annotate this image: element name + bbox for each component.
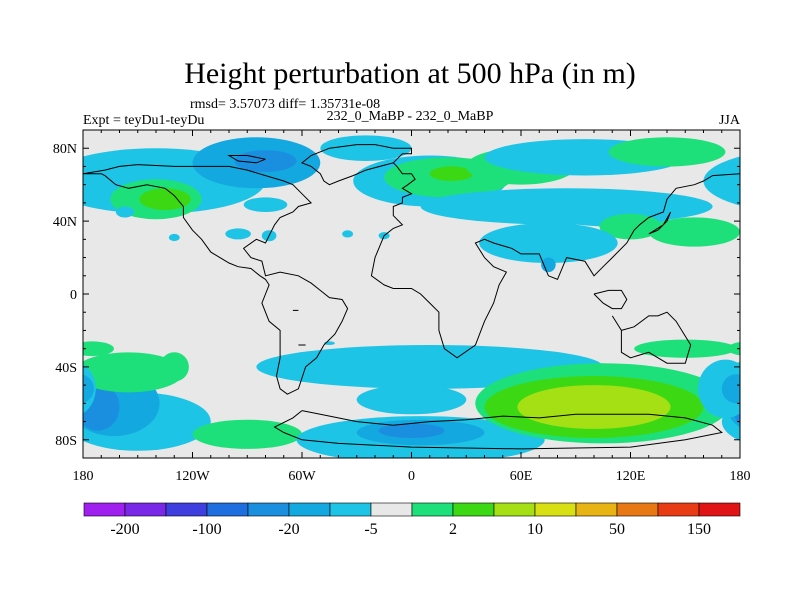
coastline-2 — [83, 164, 349, 395]
contour-region-42 — [721, 374, 740, 404]
contour-region-6 — [168, 233, 180, 242]
contour-region-4 — [139, 188, 191, 211]
contour-region-32 — [159, 352, 189, 382]
stats-label: rmsd= 3.57073 diff= 1.35731e-08 — [190, 97, 380, 112]
coastline-7 — [273, 410, 723, 450]
colorbar-label: -200 — [110, 521, 139, 538]
colorbar-box-3 — [206, 502, 249, 517]
contour-region-19 — [225, 228, 251, 240]
colorbar-box-4 — [247, 502, 290, 517]
colorbar-box-8 — [411, 502, 454, 517]
contour-region-7 — [243, 197, 288, 212]
colorbar-label: 2 — [449, 521, 457, 538]
contour-layer — [83, 135, 740, 458]
x-axis: 180 120W 60W 0 60E 120E 180 — [73, 130, 751, 484]
x-tick-label: 60W — [288, 469, 316, 484]
colorbar-box-10 — [493, 502, 536, 517]
colorbar: -200 -100 -20 -5 2 10 50 150 — [83, 502, 741, 538]
colorbar-box-1 — [124, 502, 167, 517]
contour-region-42 — [83, 374, 94, 403]
x-tick-label: 0 — [408, 469, 415, 484]
y-axis: 80N 40N 0 40S 80S — [53, 142, 740, 449]
contour-region-31 — [730, 361, 740, 384]
x-tick-label: 180 — [730, 469, 751, 484]
colorbar-box-15 — [698, 502, 741, 517]
x-tick-label: 120W — [175, 469, 210, 484]
colorbar-box-11 — [534, 502, 577, 517]
contour-region-5 — [115, 206, 135, 218]
y-tick-label: 40S — [55, 361, 77, 376]
contour-region-41 — [698, 359, 740, 418]
coastline-3 — [227, 155, 266, 164]
contour-region-39 — [517, 385, 671, 429]
y-tick-label: 40N — [53, 215, 77, 230]
y-tick-label: 0 — [70, 288, 77, 303]
contour-region-33 — [83, 341, 114, 356]
contour-region-31 — [83, 352, 184, 393]
colorbar-box-7 — [370, 502, 413, 517]
colorbar-box-0 — [83, 502, 126, 517]
x-tick-label: 60E — [510, 469, 533, 484]
colorbar-label: 10 — [527, 521, 543, 538]
coastline-1 — [370, 162, 740, 359]
contour-region-21 — [342, 230, 354, 238]
colorbar-label: -100 — [192, 521, 221, 538]
coastline-0 — [301, 144, 412, 186]
chart-title: Height perturbation at 500 hPa (in m) — [184, 57, 636, 90]
period-label: 232_0_MaBP - 232_0_MaBP — [327, 109, 494, 124]
x-tick-label: 180 — [73, 469, 94, 484]
coastline-layer — [83, 144, 740, 450]
coastline-5 — [593, 289, 628, 310]
y-tick-label: 80N — [53, 142, 77, 157]
contour-region-26 — [356, 385, 467, 415]
plot-area — [82, 129, 741, 459]
contour-region-18 — [648, 217, 740, 247]
season-label: JJA — [719, 113, 741, 128]
contour-region-14 — [608, 137, 726, 167]
colorbar-box-14 — [657, 502, 700, 517]
colorbar-label: 150 — [687, 521, 711, 538]
contour-region-0 — [703, 156, 740, 206]
colorbar-box-5 — [288, 502, 331, 517]
experiment-label: Expt = teyDu1-teyDu — [83, 113, 204, 128]
y-tick-label: 80S — [55, 434, 77, 449]
colorbar-box-12 — [575, 502, 618, 517]
contour-region-36 — [378, 423, 445, 439]
colorbar-label: -5 — [364, 521, 377, 538]
contour-region-8 — [320, 135, 412, 161]
x-tick-label: 120E — [616, 469, 646, 484]
coastline-4 — [611, 311, 692, 364]
colorbar-box-6 — [329, 502, 372, 517]
contour-region-11 — [429, 166, 474, 181]
colorbar-label: 50 — [609, 521, 625, 538]
colorbar-label: -20 — [278, 521, 299, 538]
contour-region-30 — [192, 419, 303, 449]
colorbar-box-13 — [616, 502, 659, 517]
contour-region-23 — [479, 223, 618, 263]
contour-region-24 — [541, 257, 556, 273]
contour-region-40 — [634, 339, 737, 358]
contour-region-2 — [234, 150, 297, 172]
coastline-6 — [648, 211, 672, 235]
colorbar-box-9 — [452, 502, 495, 517]
colorbar-box-2 — [165, 502, 208, 517]
